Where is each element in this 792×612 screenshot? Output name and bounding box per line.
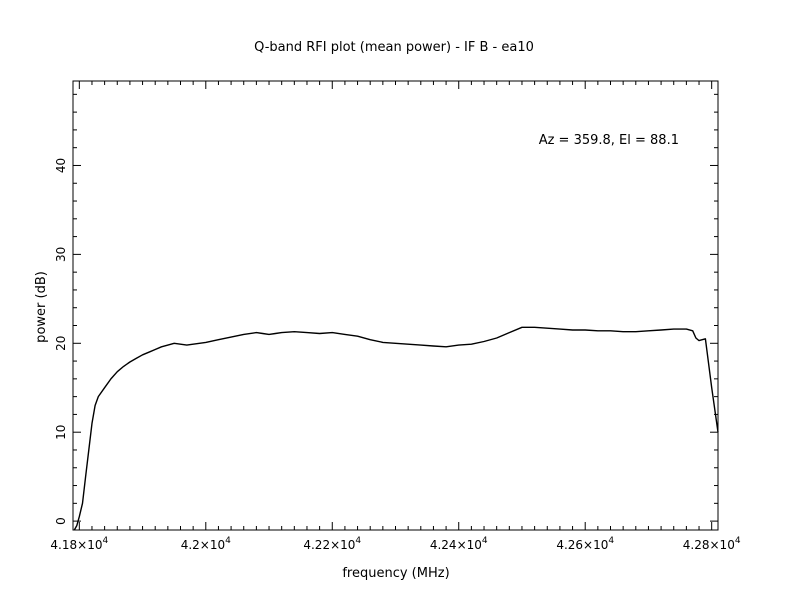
chart-annotation: Az = 359.8, El = 88.1 bbox=[539, 133, 679, 148]
y-tick-label: 30 bbox=[54, 247, 68, 262]
x-tick-label-exponent: 4 bbox=[482, 536, 488, 546]
x-tick-label-base: 4.26×10 bbox=[556, 538, 608, 552]
x-tick-label-base: 4.18×10 bbox=[50, 538, 102, 552]
plot-frame bbox=[72, 80, 719, 531]
y-tick-label: 40 bbox=[54, 158, 68, 173]
x-tick-label-exponent: 4 bbox=[735, 536, 741, 546]
x-tick-label-base: 4.24×10 bbox=[430, 538, 482, 552]
x-tick-label-exponent: 4 bbox=[225, 536, 231, 546]
y-tick-label: 10 bbox=[54, 425, 68, 440]
x-tick-label: 4.2×104 bbox=[181, 536, 231, 552]
chart-title: Q-band RFI plot (mean power) - IF B - ea… bbox=[254, 40, 534, 55]
x-tick-label-base: 4.2×10 bbox=[181, 538, 225, 552]
x-axis-label: frequency (MHz) bbox=[342, 566, 449, 581]
x-tick-label-exponent: 4 bbox=[608, 536, 614, 546]
x-tick-label: 4.18×104 bbox=[50, 536, 108, 552]
x-tick-label-base: 4.28×10 bbox=[683, 538, 735, 552]
power-series-line bbox=[73, 326, 719, 531]
axis-tick-labels: 4.18×104 4.2×104 4.22×104 4.24×104 4.26×104 4… bbox=[50, 158, 740, 552]
y-tick-label: 0 bbox=[54, 517, 68, 525]
axis-ticks bbox=[73, 81, 718, 530]
x-tick-label-base: 4.22×10 bbox=[303, 538, 355, 552]
x-tick-label: 4.24×104 bbox=[430, 536, 488, 552]
y-tick-label: 20 bbox=[54, 336, 68, 351]
x-tick-label: 4.22×104 bbox=[303, 536, 361, 552]
x-tick-label-exponent: 4 bbox=[102, 536, 108, 546]
x-tick-label-exponent: 4 bbox=[355, 536, 361, 546]
y-axis-label: power (dB) bbox=[34, 271, 49, 343]
x-tick-label: 4.28×104 bbox=[683, 536, 741, 552]
x-tick-label: 4.26×104 bbox=[556, 536, 614, 552]
